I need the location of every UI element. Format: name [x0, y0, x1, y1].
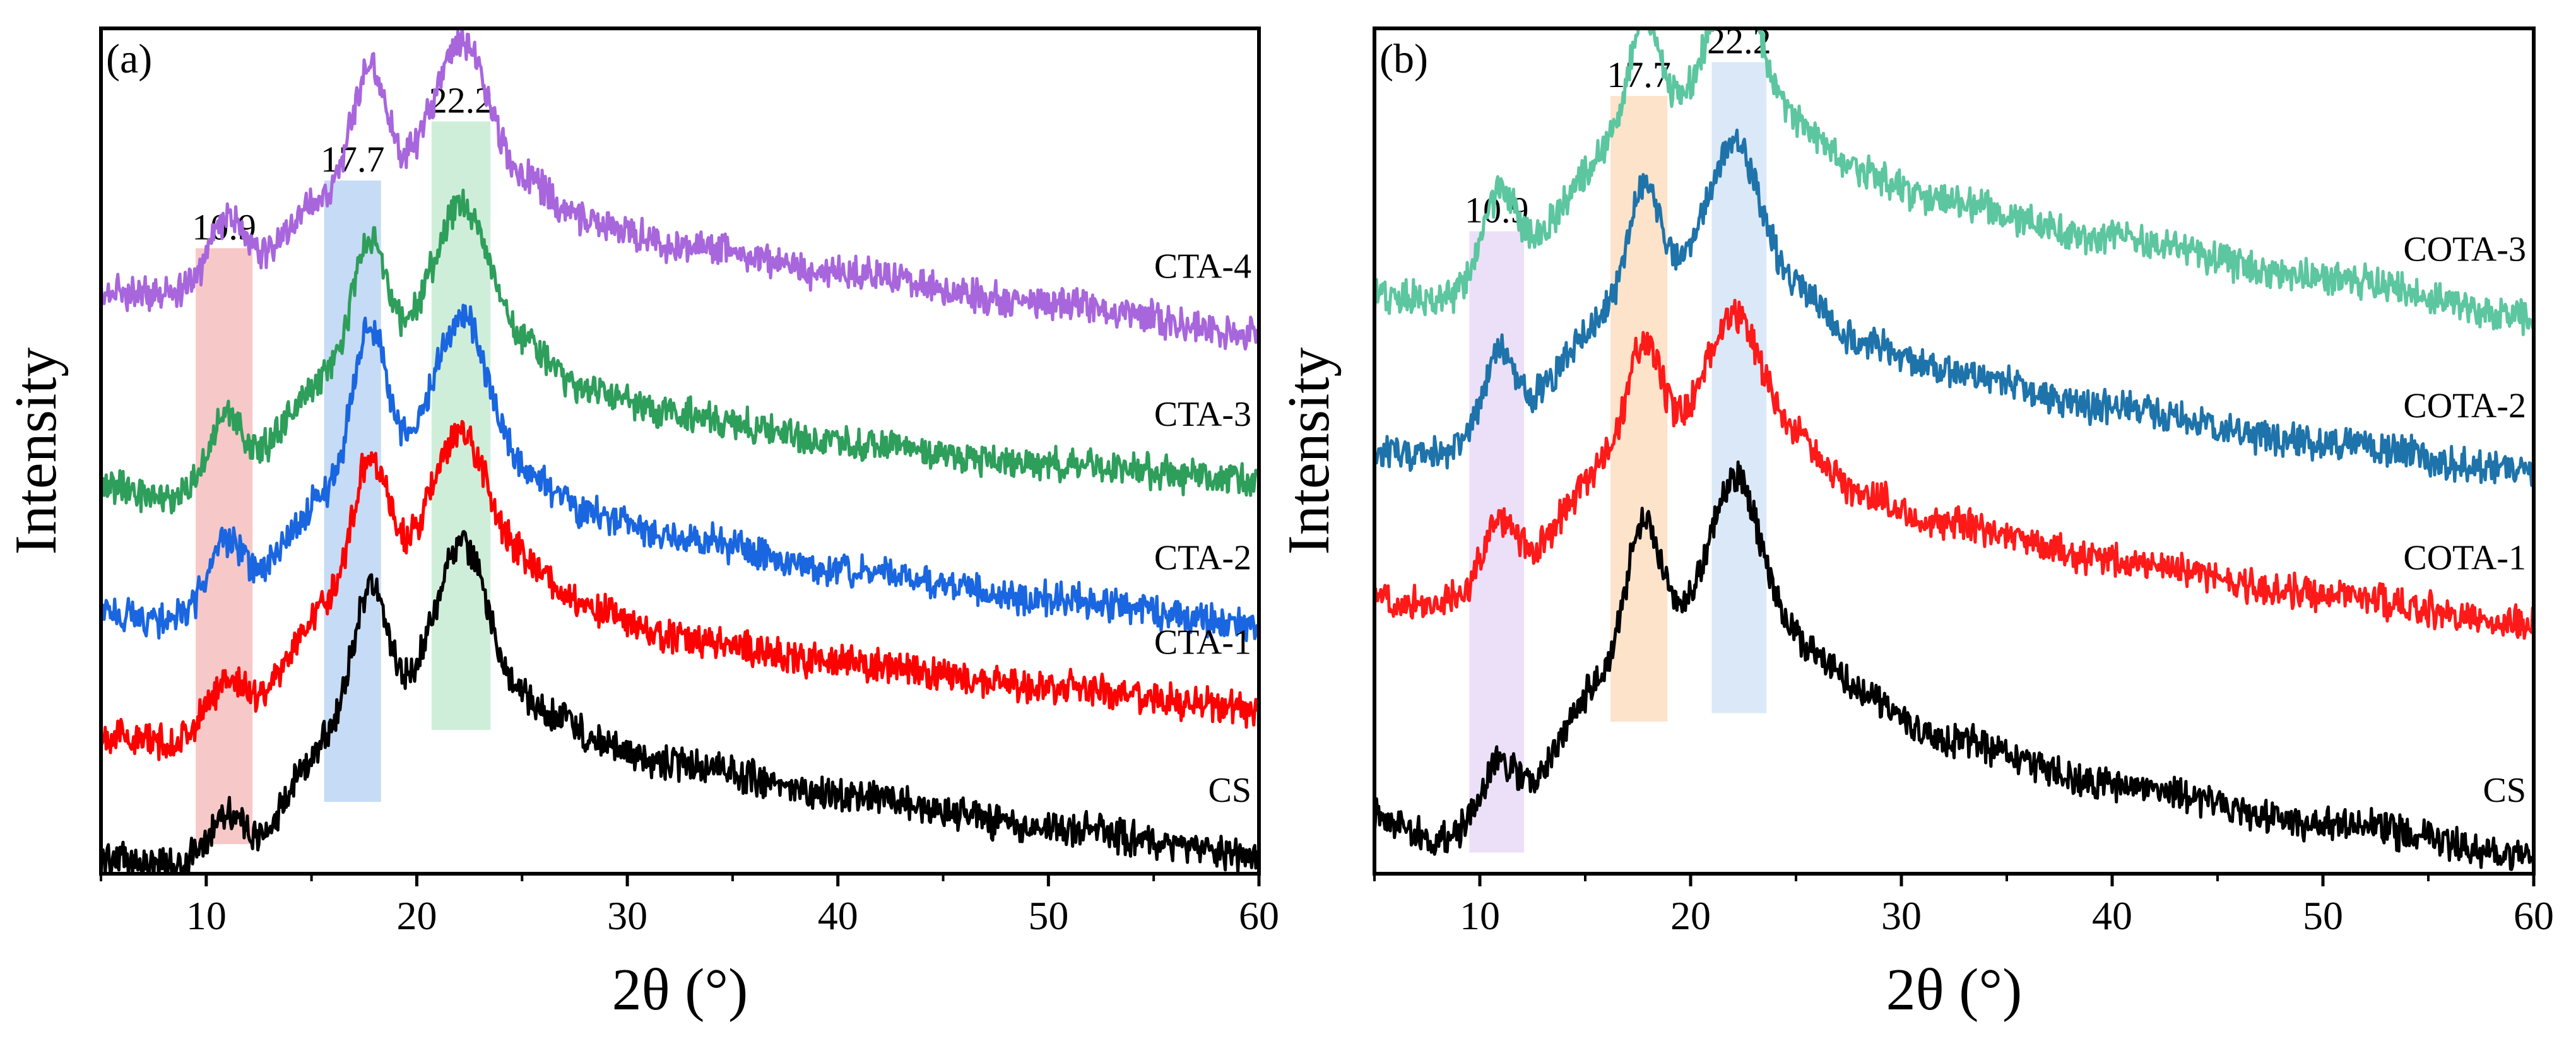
b-xtick-label-50: 50: [2303, 893, 2343, 938]
a-series-cta-1: [101, 420, 1259, 761]
b-curve-label-cs: CS: [2483, 771, 2527, 810]
a-xtick-label-30: 30: [607, 893, 647, 938]
b-curve-label-cota-3: COTA-3: [2403, 230, 2526, 269]
b-series-cs: [1374, 460, 2534, 871]
a-curve-label-cta-3: CTA-3: [1154, 395, 1251, 434]
b-xtick-label-60: 60: [2514, 893, 2554, 938]
b-x-axis-title: 2θ (°): [1886, 957, 2023, 1023]
a-curve-label-cta-1: CTA-1: [1154, 623, 1251, 662]
a-xtick-label-20: 20: [396, 893, 437, 938]
a-series-cs: [101, 530, 1259, 874]
a-y-axis-title: Intensity: [3, 348, 69, 555]
a-series-cta-2: [101, 303, 1259, 642]
b-curve-label-cota-1: COTA-1: [2403, 539, 2526, 578]
a-curve-label-cs: CS: [1208, 771, 1252, 810]
a-x-axis-title: 2θ (°): [612, 957, 748, 1023]
b-series-cota-1: [1374, 298, 2534, 640]
a-series-cta-3: [101, 189, 1259, 515]
a-curve-label-cta-4: CTA-4: [1154, 247, 1251, 286]
b-traces: [1374, 28, 2534, 871]
a-peak-label-17-7: 17.7: [321, 139, 385, 180]
b-xtick-label-40: 40: [2092, 893, 2132, 938]
b-frame: [1373, 26, 2536, 876]
b-series-cota-3: [1374, 28, 2534, 336]
a-band-17-7: [324, 180, 381, 802]
a-panel-label: (a): [106, 36, 152, 82]
a-series-cta-4: [101, 28, 1259, 351]
a-frame: [99, 26, 1261, 876]
a-xtick-label-60: 60: [1239, 893, 1279, 938]
b-xtick-label-20: 20: [1670, 893, 1711, 938]
a-xtick-label-40: 40: [818, 893, 858, 938]
b-xtick-label-10: 10: [1460, 893, 1500, 938]
a-curve-label-cta-2: CTA-2: [1154, 539, 1251, 578]
a-traces: [101, 28, 1259, 874]
a-xtick-label-10: 10: [186, 893, 227, 938]
b-panel-label: (b): [1380, 36, 1428, 82]
b-curve-label-cota-2: COTA-2: [2403, 386, 2526, 425]
b-series-cota-2: [1374, 128, 2534, 487]
b-xtick-label-30: 30: [1881, 893, 1922, 938]
b-y-axis-title: Intensity: [1276, 348, 1342, 555]
a-xtick-label-50: 50: [1028, 893, 1068, 938]
